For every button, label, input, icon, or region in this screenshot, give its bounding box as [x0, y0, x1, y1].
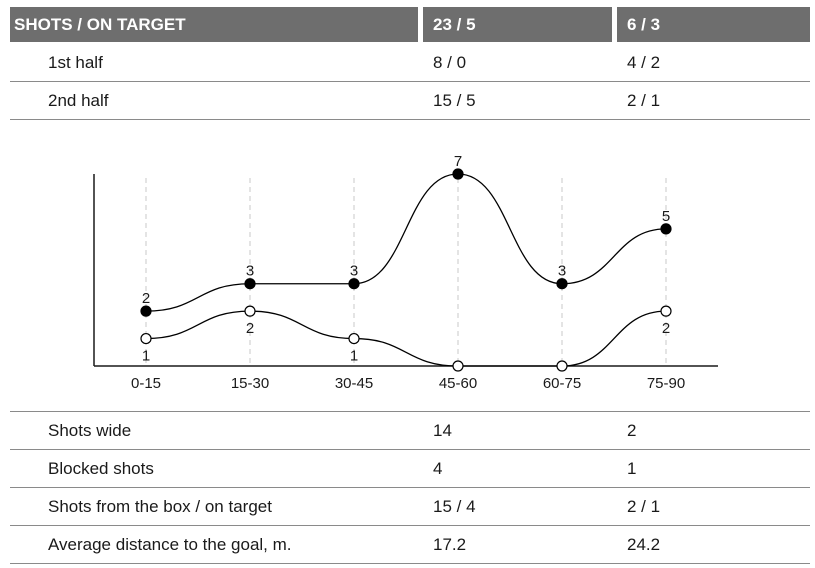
header-team-a: 23 / 5: [423, 7, 612, 42]
table-row: Average distance to the goal, m. 17.2 24…: [10, 526, 810, 564]
data-point: [348, 278, 360, 290]
data-label: 2: [662, 320, 670, 337]
row-team-b: 2: [627, 421, 637, 440]
row-label: Shots wide: [48, 421, 132, 440]
data-point: [660, 305, 672, 317]
row-label: 1st half: [48, 53, 103, 72]
data-label: 5: [662, 208, 670, 225]
data-label: 3: [350, 263, 358, 280]
data-point: [660, 223, 672, 235]
row-team-a: 15 / 4: [433, 497, 476, 516]
x-tick-label: 60-75: [543, 375, 581, 392]
table-row: 1st half 8 / 0 4 / 2: [10, 44, 810, 82]
data-label: 7: [454, 153, 462, 170]
data-label: 2: [246, 320, 254, 337]
row-team-a: 4: [433, 459, 443, 478]
row-team-b: 2 / 1: [627, 497, 661, 516]
series-line: [145, 310, 667, 367]
data-point: [348, 332, 360, 345]
data-label: 3: [558, 263, 566, 280]
table-header: SHOTS / ON TARGET 23 / 5 6 / 3: [10, 7, 810, 42]
data-point: [556, 278, 568, 290]
row-team-b: 4 / 2: [627, 53, 661, 72]
table-row: Shots from the box / on target 15 / 4 2 …: [10, 488, 810, 526]
row-team-b: 24.2: [627, 535, 661, 554]
data-label: 2: [142, 290, 150, 307]
row-label: Shots from the box / on target: [48, 497, 272, 516]
header-label: SHOTS / ON TARGET: [10, 7, 418, 42]
bottom-table: Shots wide 14 2 Blocked shots 4 1 Shots …: [10, 411, 810, 564]
row-label: Blocked shots: [48, 459, 154, 478]
x-tick-label: 45-60: [439, 375, 477, 392]
row-label: Average distance to the goal, m.: [48, 535, 292, 554]
row-team-a: 14: [433, 421, 452, 440]
row-label: 2nd half: [48, 91, 109, 110]
row-team-b: 2 / 1: [627, 91, 661, 110]
data-label: 1: [350, 348, 358, 365]
data-point: [140, 332, 152, 345]
data-point: [452, 168, 464, 180]
data-point: [244, 278, 256, 290]
x-tick-label: 30-45: [335, 375, 373, 392]
row-team-a: 15 / 5: [433, 91, 476, 110]
table-row: Shots wide 14 2: [10, 412, 810, 450]
row-team-a: 8 / 0: [433, 53, 467, 72]
data-point: [452, 360, 464, 372]
top-table: 1st half 8 / 0 4 / 2 2nd half 15 / 5 2 /…: [10, 44, 810, 120]
data-point: [556, 360, 568, 372]
x-tick-label: 75-90: [647, 375, 685, 392]
data-label: 1: [142, 348, 150, 365]
shots-by-interval-chart: 0-15 15-30 30-45 45-60 60-75 75-90 2 3 3 7 3 5 1 2 1 2: [93, 153, 718, 392]
data-point: [140, 305, 152, 317]
table-row: 2nd half 15 / 5 2 / 1: [10, 82, 810, 120]
row-team-a: 17.2: [433, 535, 467, 554]
data-point: [244, 305, 256, 317]
table-row: Blocked shots 4 1: [10, 450, 810, 488]
x-tick-label: 0-15: [131, 375, 161, 392]
series-line: [145, 173, 667, 312]
header-team-b: 6 / 3: [617, 7, 810, 42]
row-team-b: 1: [627, 459, 637, 478]
x-tick-label: 15-30: [231, 375, 269, 392]
data-label: 3: [246, 263, 254, 280]
